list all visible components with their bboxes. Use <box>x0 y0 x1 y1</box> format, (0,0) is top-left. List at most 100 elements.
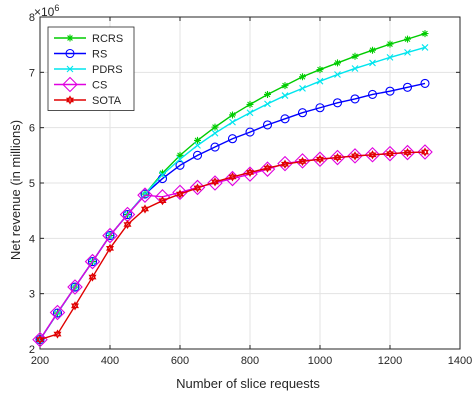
x-tick-label: 1000 <box>308 355 332 367</box>
data-point <box>329 149 346 166</box>
y-tick-label: 7 <box>29 67 35 79</box>
data-point <box>84 253 101 270</box>
x-tick-label: 400 <box>101 355 119 367</box>
data-point <box>175 160 185 170</box>
series-line <box>39 151 426 341</box>
data-point <box>32 331 48 348</box>
data-point <box>71 301 79 311</box>
y-tick-label: 3 <box>29 289 35 301</box>
data-point <box>334 59 341 67</box>
data-point <box>351 52 359 60</box>
data-point <box>399 144 416 161</box>
data-point <box>194 136 201 144</box>
data-point <box>350 94 360 104</box>
data-point <box>421 147 429 157</box>
data-point <box>404 49 411 56</box>
data-point <box>229 118 236 126</box>
data-point <box>333 152 342 163</box>
data-point <box>210 142 220 152</box>
data-point <box>176 189 184 199</box>
data-point <box>294 153 311 169</box>
legend-label: PDRS <box>92 64 123 76</box>
x-tick-label: 1200 <box>378 355 402 367</box>
data-point <box>159 171 166 179</box>
data-point <box>141 204 149 214</box>
data-point <box>264 100 271 108</box>
legend-label: CS <box>92 80 107 92</box>
data-point <box>192 150 203 160</box>
data-point <box>369 46 376 54</box>
data-point <box>137 187 153 203</box>
data-point <box>382 145 398 162</box>
data-point <box>66 65 74 73</box>
data-point <box>367 89 378 100</box>
data-point <box>66 34 74 42</box>
data-point <box>264 90 271 98</box>
axes: 200 400 600 800 1000 1200 1400 2 3 4 5 6 7 8 <box>29 12 472 367</box>
y-tick-label: 6 <box>29 123 35 135</box>
y-tick-label: 8 <box>29 12 35 24</box>
y-tick-label: 4 <box>29 233 35 245</box>
data-point <box>312 151 328 167</box>
data-point <box>246 109 254 117</box>
series-layer <box>32 30 433 348</box>
data-point <box>159 169 166 177</box>
data-point <box>351 65 359 72</box>
data-point <box>402 82 413 92</box>
y-axis-label: Net revenue (in millions) <box>8 120 23 260</box>
y-exponent-label: ×106 <box>34 3 59 19</box>
data-point <box>141 190 149 198</box>
data-point <box>281 159 289 169</box>
data-point <box>211 177 219 187</box>
data-point <box>102 227 118 244</box>
data-point <box>106 243 114 253</box>
data-point <box>369 59 376 67</box>
data-point <box>246 167 254 178</box>
data-point <box>262 120 273 130</box>
x-tick-label: 800 <box>241 355 259 367</box>
data-point <box>263 163 272 173</box>
data-point <box>227 134 238 144</box>
y-tick-label: 2 <box>29 344 35 356</box>
data-point <box>364 147 381 163</box>
series-rs <box>35 78 430 345</box>
data-point <box>281 82 289 90</box>
x-tick-label: 200 <box>31 355 49 367</box>
data-point <box>176 155 184 163</box>
data-point <box>105 231 115 241</box>
data-point <box>70 282 80 292</box>
data-point <box>280 114 290 124</box>
data-point <box>316 154 324 164</box>
data-point <box>228 172 237 182</box>
x-axis-label: Number of slice requests <box>176 376 320 391</box>
legend-label: RCRS <box>92 33 123 45</box>
data-point <box>123 219 132 230</box>
data-point <box>385 86 395 96</box>
data-point <box>299 73 306 81</box>
data-point <box>189 179 206 196</box>
data-point <box>172 184 188 201</box>
legend-item: CS <box>54 76 107 93</box>
data-point <box>334 71 341 78</box>
data-point <box>53 329 62 339</box>
data-point <box>386 40 394 48</box>
series-sota <box>36 147 429 345</box>
data-point <box>297 108 308 118</box>
data-point <box>211 129 219 137</box>
data-point <box>36 334 44 345</box>
data-point <box>88 272 97 282</box>
data-point <box>299 84 306 92</box>
data-point <box>87 257 98 267</box>
data-point <box>332 98 343 108</box>
data-point <box>298 156 307 167</box>
data-point <box>158 196 167 206</box>
data-point <box>421 44 429 51</box>
data-point <box>386 54 394 61</box>
data-point <box>386 149 394 159</box>
legend-item: RCRS <box>54 33 123 45</box>
data-point <box>49 304 66 321</box>
data-point <box>211 123 219 131</box>
data-point <box>193 183 202 193</box>
legend-item: PDRS <box>54 64 123 76</box>
